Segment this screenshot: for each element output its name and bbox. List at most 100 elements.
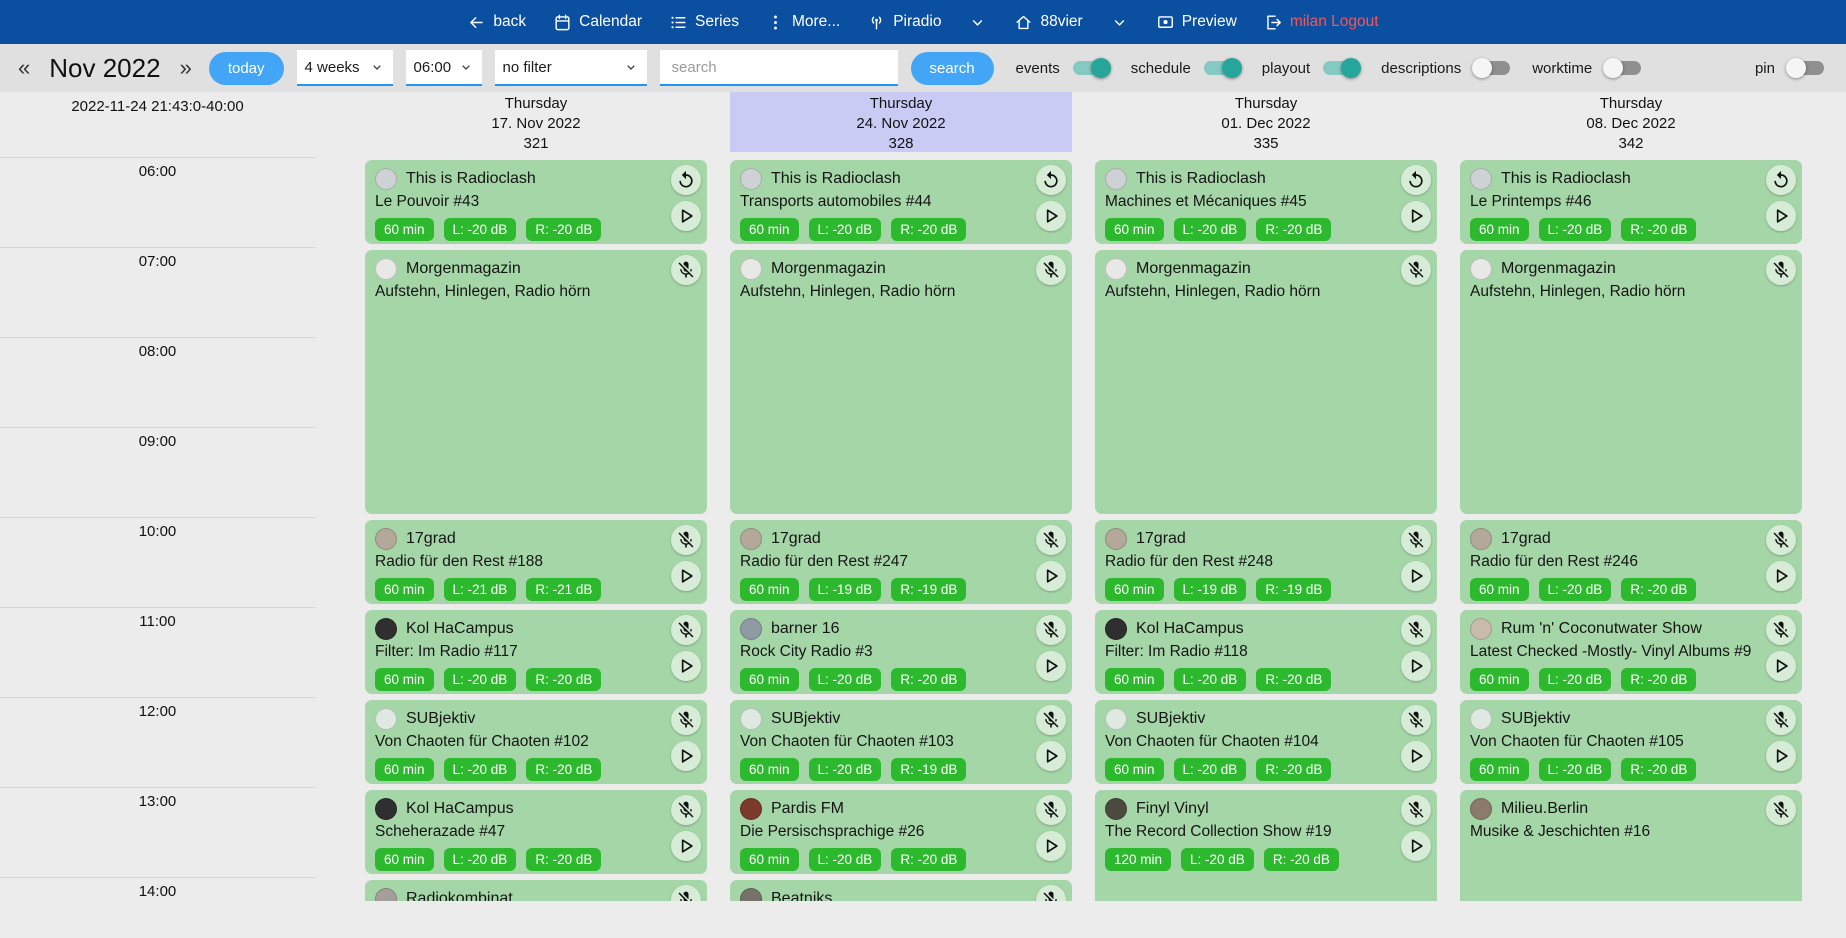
- event-card[interactable]: 17grad Radio für den Rest #188 60 min L: -2…: [365, 520, 707, 604]
- prev-period-button[interactable]: «: [18, 55, 31, 80]
- mic-off-button[interactable]: [1401, 525, 1431, 555]
- play-button[interactable]: [1401, 651, 1431, 681]
- play-button[interactable]: [1766, 201, 1796, 231]
- restart-button[interactable]: [1401, 165, 1431, 195]
- filter-select[interactable]: no filter: [494, 50, 647, 86]
- play-button[interactable]: [1401, 831, 1431, 861]
- play-button[interactable]: [1036, 831, 1066, 861]
- play-button[interactable]: [1036, 201, 1066, 231]
- hour-line: [0, 427, 315, 428]
- event-card[interactable]: This is Radioclash Le Pouvoir #43 60 min L:…: [365, 160, 707, 244]
- mic-off-button[interactable]: [1766, 705, 1796, 735]
- mic-off-button[interactable]: [671, 795, 701, 825]
- mic-off-button[interactable]: [1766, 255, 1796, 285]
- schedule-toggle[interactable]: [1203, 58, 1242, 78]
- channel-menu[interactable]: 88vier: [1014, 13, 1083, 32]
- worktime-toggle[interactable]: [1603, 58, 1642, 78]
- event-card[interactable]: Morgenmagazin Aufstehn, Hinlegen, Radio h…: [1460, 250, 1802, 514]
- mic-off-button[interactable]: [1401, 705, 1431, 735]
- event-card[interactable]: 17grad Radio für den Rest #246 60 min L: -2…: [1460, 520, 1802, 604]
- event-card[interactable]: Beatniks: [730, 880, 1072, 901]
- mic-off-button[interactable]: [1036, 795, 1066, 825]
- event-card[interactable]: Finyl Vinyl The Record Collection Show #1…: [1095, 790, 1437, 901]
- mic-off-button[interactable]: [1766, 795, 1796, 825]
- event-card[interactable]: SUBjektiv Von Chaoten für Chaoten #103 60 …: [730, 700, 1072, 784]
- event-card[interactable]: Kol HaCampus Filter: Im Radio #117 60 min L…: [365, 610, 707, 694]
- mic-off-button[interactable]: [671, 705, 701, 735]
- play-button[interactable]: [1766, 561, 1796, 591]
- restart-button[interactable]: [1036, 165, 1066, 195]
- hour-label: 06:00: [138, 163, 177, 180]
- play-button[interactable]: [1036, 741, 1066, 771]
- play-button[interactable]: [1401, 561, 1431, 591]
- channel-label: 88vier: [1040, 13, 1083, 30]
- station-menu[interactable]: Piradio: [867, 13, 941, 32]
- channel-dropdown[interactable]: [1110, 13, 1129, 32]
- mic-off-button[interactable]: [1036, 705, 1066, 735]
- descriptions-toggle[interactable]: [1472, 58, 1511, 78]
- event-card[interactable]: Kol HaCampus Filter: Im Radio #118 60 min L…: [1095, 610, 1437, 694]
- event-card[interactable]: 17grad Radio für den Rest #247 60 min L: -1…: [730, 520, 1072, 604]
- restart-button[interactable]: [1766, 165, 1796, 195]
- mic-off-button[interactable]: [671, 885, 701, 901]
- mic-off-button[interactable]: [1036, 525, 1066, 555]
- back-button[interactable]: back: [467, 13, 526, 32]
- mic-off-button[interactable]: [1036, 885, 1066, 901]
- play-button[interactable]: [671, 651, 701, 681]
- logout-button[interactable]: milan Logout: [1264, 13, 1379, 32]
- event-card[interactable]: 17grad Radio für den Rest #248 60 min L: -1…: [1095, 520, 1437, 604]
- mic-off-button[interactable]: [671, 255, 701, 285]
- day-date: 08. Dec 2022: [1586, 115, 1676, 132]
- event-card[interactable]: barner 16 Rock City Radio #3 60 min L: -20 …: [730, 610, 1072, 694]
- event-card[interactable]: This is Radioclash Le Printemps #46 60 min…: [1460, 160, 1802, 244]
- mic-off-button[interactable]: [1766, 525, 1796, 555]
- mic-off-button[interactable]: [1036, 255, 1066, 285]
- event-card[interactable]: Kol HaCampus Scheherazade #47 60 min L: -20…: [365, 790, 707, 874]
- event-card[interactable]: Pardis FM Die Persischsprachige #26 60 min…: [730, 790, 1072, 874]
- mic-off-button[interactable]: [1036, 615, 1066, 645]
- play-button[interactable]: [671, 561, 701, 591]
- nav-series[interactable]: Series: [669, 13, 739, 32]
- play-button[interactable]: [1036, 651, 1066, 681]
- events-toggle[interactable]: [1072, 58, 1111, 78]
- station-dropdown[interactable]: [968, 13, 987, 32]
- mic-off-button[interactable]: [1401, 615, 1431, 645]
- pin-toggle[interactable]: [1786, 58, 1824, 78]
- play-button[interactable]: [1766, 741, 1796, 771]
- event-card[interactable]: Radiokombinat: [365, 880, 707, 901]
- search-input[interactable]: [659, 50, 898, 86]
- mic-off-button[interactable]: [1766, 615, 1796, 645]
- playout-toggle[interactable]: [1323, 58, 1362, 78]
- mic-off-button[interactable]: [671, 525, 701, 555]
- play-button[interactable]: [671, 831, 701, 861]
- event-card[interactable]: Morgenmagazin Aufstehn, Hinlegen, Radio h…: [1095, 250, 1437, 514]
- mic-off-button[interactable]: [671, 615, 701, 645]
- event-card[interactable]: SUBjektiv Von Chaoten für Chaoten #102 60 …: [365, 700, 707, 784]
- event-card[interactable]: Morgenmagazin Aufstehn, Hinlegen, Radio h…: [730, 250, 1072, 514]
- mic-off-button[interactable]: [1401, 795, 1431, 825]
- play-button[interactable]: [671, 741, 701, 771]
- weeks-select[interactable]: 4 weeks: [296, 50, 393, 86]
- play-button[interactable]: [671, 201, 701, 231]
- start-time-select[interactable]: 06:00: [405, 50, 482, 86]
- event-card[interactable]: SUBjektiv Von Chaoten für Chaoten #104 60 …: [1095, 700, 1437, 784]
- mic-off-button[interactable]: [1401, 255, 1431, 285]
- play-button[interactable]: [1401, 741, 1431, 771]
- event-card[interactable]: This is Radioclash Machines et Mécaniques…: [1095, 160, 1437, 244]
- play-button[interactable]: [1401, 201, 1431, 231]
- level-badge: 60 min: [375, 578, 434, 601]
- restart-button[interactable]: [671, 165, 701, 195]
- event-card[interactable]: This is Radioclash Transports automobiles…: [730, 160, 1072, 244]
- search-button[interactable]: search: [910, 51, 994, 85]
- play-button[interactable]: [1036, 561, 1066, 591]
- preview-button[interactable]: Preview: [1156, 13, 1237, 32]
- next-period-button[interactable]: »: [179, 55, 192, 80]
- event-card[interactable]: Milieu.Berlin Musike & Jeschichten #16: [1460, 790, 1802, 901]
- event-card[interactable]: Morgenmagazin Aufstehn, Hinlegen, Radio h…: [365, 250, 707, 514]
- event-card[interactable]: SUBjektiv Von Chaoten für Chaoten #105 60 …: [1460, 700, 1802, 784]
- today-button[interactable]: today: [208, 51, 284, 85]
- nav-calendar[interactable]: Calendar: [553, 13, 642, 32]
- play-button[interactable]: [1766, 651, 1796, 681]
- nav-more[interactable]: More...: [766, 13, 840, 32]
- event-card[interactable]: Rum 'n' Coconutwater Show Latest Checked …: [1460, 610, 1802, 694]
